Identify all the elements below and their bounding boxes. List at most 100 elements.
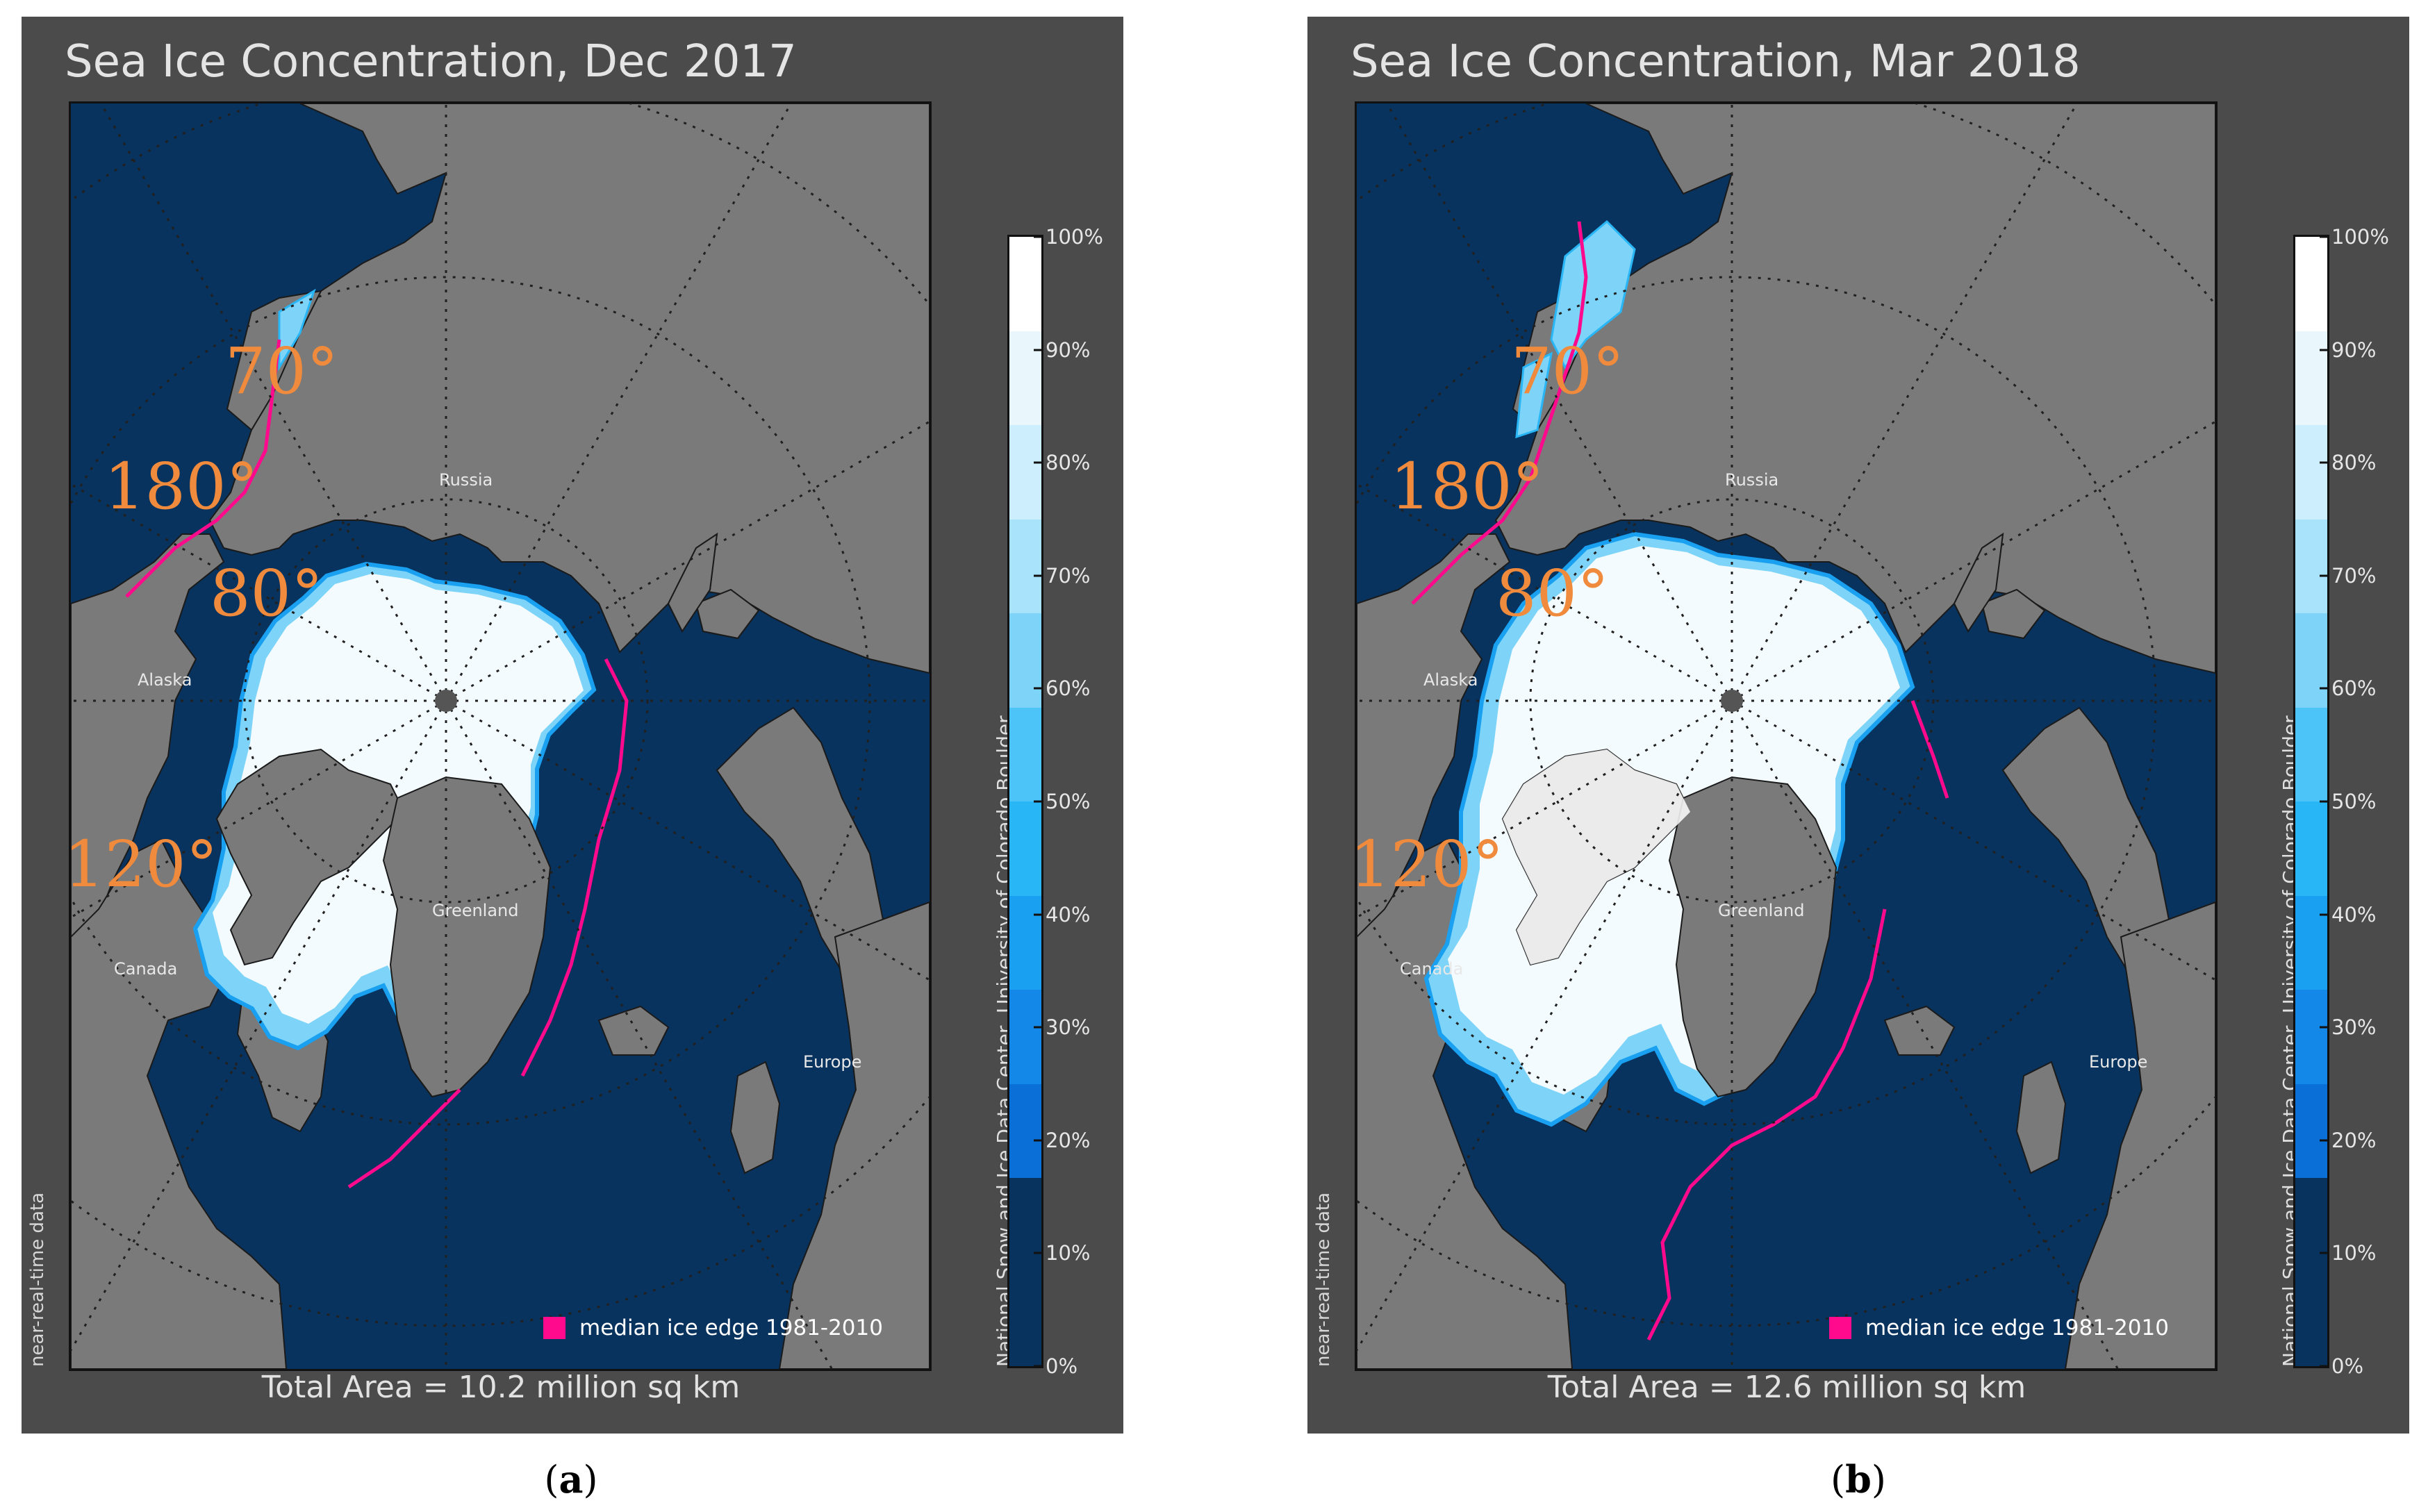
meridian-line (1357, 699, 1733, 919)
meridian-line (71, 700, 447, 1353)
meridian-line (1731, 420, 2215, 702)
caption-b: (b) (1831, 1457, 1886, 1502)
colorbar-tick-mark (1034, 574, 1043, 577)
pole-hole (1721, 690, 1743, 712)
land-over-ice-greenland (1668, 776, 1837, 1098)
latitude-70-circle (71, 276, 871, 1126)
land-over-ice-svalbard (1981, 588, 2046, 640)
latitude-70-circle (1357, 276, 2157, 1126)
colorbar-tick-label: 60% (1046, 676, 1091, 701)
colorbar-segment (2295, 237, 2327, 331)
near-real-time-label: near-real-time data (27, 1192, 48, 1367)
colorbar-segment (1009, 707, 1041, 801)
colorbar-tick-label: 40% (2331, 902, 2377, 927)
map-title: Sea Ice Concentration, Mar 2018 (1351, 36, 2081, 88)
panel-b: Sea Ice Concentration, Mar 2018 70° 80° … (1307, 17, 2409, 1434)
colorbar-tick-mark (1034, 461, 1043, 464)
label-80: 80° (1496, 556, 1610, 631)
caption-letter: b (1845, 1457, 1872, 1502)
label-russia: Russia (439, 470, 493, 490)
land-canada (71, 838, 288, 1369)
label-europe: Europe (803, 1052, 862, 1072)
colorbar-tick-label: 80% (2331, 451, 2377, 475)
total-area: Total Area = 10.2 million sq km (261, 1370, 741, 1405)
colorbar-segment (1009, 519, 1041, 613)
colorbar-tick-mark (2320, 1026, 2329, 1029)
land-over-ice-greenland (382, 776, 552, 1098)
colorbar-segment (2295, 895, 2327, 990)
label-greenland: Greenland (1718, 901, 1805, 920)
colorbar-tick-mark (1034, 349, 1043, 351)
colorbar-segment (2295, 801, 2327, 896)
colorbar-tick-mark (1034, 1026, 1043, 1029)
sea-ice-map: 70° 80° 180° 120° Russia Alaska Greenlan… (69, 101, 932, 1371)
colorbar (2293, 235, 2329, 1368)
colorbar (1007, 235, 1043, 1368)
land-over-ice-novaya (1953, 532, 2004, 633)
map-canvas (71, 103, 930, 1369)
label-120: 120° (69, 827, 218, 902)
label-80: 80° (210, 556, 324, 631)
meridian-line (445, 699, 930, 981)
colorbar-tick-mark (2320, 913, 2329, 916)
legend-label: median ice edge 1981-2010 (1865, 1315, 2169, 1340)
colorbar-tick-mark (1034, 1139, 1043, 1142)
meridian-line (445, 700, 834, 1369)
coastal-ice (1515, 219, 1636, 439)
legend: median ice edge 1981-2010 (543, 1315, 883, 1340)
label-canada: Canada (114, 959, 178, 979)
meridian-line (1357, 483, 1733, 702)
median-ice-edge (1411, 221, 1949, 1341)
colorbar-tick-label: 100% (1046, 225, 1103, 249)
colorbar-tick-label: 60% (2331, 676, 2377, 701)
meridian-line (71, 483, 447, 702)
colorbar-segment (1009, 613, 1041, 708)
latitude-80-circle (1529, 498, 1935, 904)
land-over-ice-arcticIslands (215, 748, 406, 966)
label-70: 70° (1511, 334, 1625, 408)
land-iceland (1883, 1005, 1956, 1056)
meridian-line (1731, 699, 2215, 981)
colorbar-segment (2295, 519, 2327, 613)
land-over-ice-novaya (667, 532, 718, 633)
colorbar-segment (1009, 1272, 1041, 1366)
label-180: 180° (1390, 449, 1544, 524)
legend-label: median ice edge 1981-2010 (579, 1315, 883, 1340)
colorbar-tick-label: 0% (2331, 1354, 2364, 1378)
meridian-line (1385, 103, 1733, 701)
near-real-time-label: near-real-time data (1313, 1192, 1334, 1367)
label-70: 70° (225, 334, 339, 408)
meridian-line (445, 420, 930, 702)
colorbar-tick-label: 30% (1046, 1015, 1091, 1040)
colorbar-segment (1009, 425, 1041, 520)
colorbar-segment (2295, 1178, 2327, 1272)
map-canvas (1357, 103, 2215, 1369)
pole-hole (435, 690, 457, 712)
colorbar-tick-mark (1034, 1365, 1043, 1368)
land-over-ice-svalbard (695, 588, 760, 640)
colorbar-tick-mark (2320, 349, 2329, 351)
colorbar-segment (1009, 990, 1041, 1084)
label-alaska: Alaska (138, 670, 192, 690)
sea-ice-map: 70° 80° 180° 120° Russia Alaska Greenlan… (1355, 101, 2218, 1371)
legend-swatch (1829, 1317, 1851, 1339)
land-iceland (597, 1005, 670, 1056)
colorbar-segment (2295, 1083, 2327, 1178)
colorbar-tick-label: 50% (2331, 790, 2377, 813)
colorbar-tick-label: 90% (2331, 338, 2377, 362)
colorbar-segment (1009, 331, 1041, 425)
colorbar-tick-mark (2320, 574, 2329, 577)
colorbar-tick-label: 10% (1046, 1241, 1091, 1265)
colorbar-tick-label: 40% (1046, 902, 1091, 927)
caption-letter: a (559, 1457, 584, 1502)
colorbar-tick-mark (2320, 687, 2329, 690)
colorbar-tick-mark (1034, 800, 1043, 803)
label-canada: Canada (1400, 959, 1464, 979)
colorbar-tick-label: 70% (2331, 563, 2377, 588)
colorbar-tick-label: 90% (1046, 338, 1091, 362)
colorbar-tick-mark (2320, 235, 2329, 238)
colorbar-tick-label: 80% (1046, 451, 1091, 475)
colorbar-segment (2295, 425, 2327, 520)
colorbar-tick-label: 100% (2331, 225, 2389, 249)
colorbar-tick-label: 30% (2331, 1015, 2377, 1040)
